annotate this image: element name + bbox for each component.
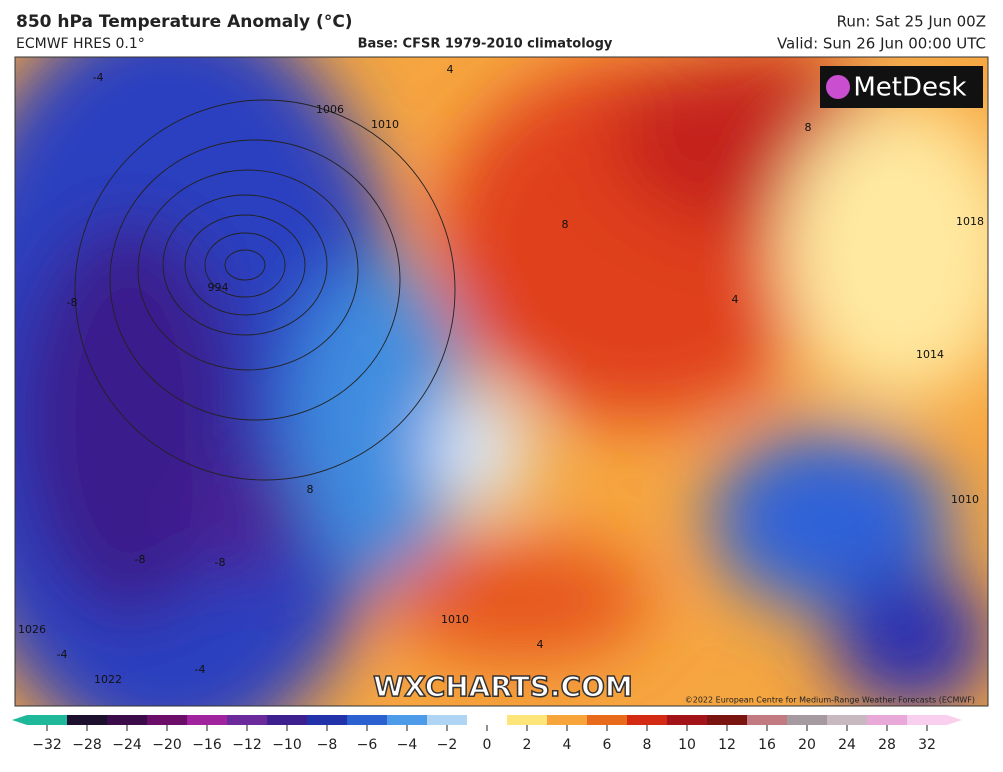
colorbar-label: −24: [112, 737, 142, 753]
base: Base: CFSR 1979-2010 climatology: [358, 37, 613, 52]
colorbar-label: 32: [918, 737, 936, 753]
colorbar-end: [12, 715, 27, 725]
model: ECMWF HRES 0.1°: [16, 36, 145, 52]
colorbar-label: 10: [678, 737, 696, 753]
colorbar-label: 24: [838, 737, 856, 753]
contour-label: 4: [732, 293, 739, 306]
contour-label: 1010: [441, 613, 469, 626]
colorbar-swatch: [187, 715, 228, 725]
colorbar-swatch: [587, 715, 628, 725]
colorbar-swatch: [667, 715, 708, 725]
title: 850 hPa Temperature Anomaly (°C): [16, 12, 353, 32]
contour-label: 1014: [916, 348, 944, 361]
contour-label: -8: [215, 556, 226, 569]
copyright: ©2022 European Centre for Medium-Range W…: [685, 696, 975, 705]
colorbar-swatch: [827, 715, 868, 725]
colorbar-swatch: [507, 715, 548, 725]
contour-label: 8: [805, 121, 812, 134]
colorbar-label: −10: [272, 737, 302, 753]
contour-label: 1010: [371, 118, 399, 131]
contour-label: 1018: [956, 215, 984, 228]
logo-icon: [826, 75, 850, 99]
colorbar-swatch: [467, 715, 508, 725]
colorbar-swatch: [347, 715, 388, 725]
run: Run: Sat 25 Jun 00Z: [837, 13, 986, 31]
contour-label: -4: [195, 663, 206, 676]
colorbar-swatch: [867, 715, 908, 725]
colorbar-swatch: [107, 715, 148, 725]
colorbar-label: −12: [232, 737, 262, 753]
contour-label: -8: [67, 296, 78, 309]
colorbar-swatch: [907, 715, 948, 725]
colorbar-swatch: [427, 715, 468, 725]
colorbar-swatch: [67, 715, 108, 725]
logo: MetDesk: [853, 73, 966, 103]
contour-label: 1010: [951, 493, 979, 506]
contour-label: 4: [537, 638, 544, 651]
contour-label: -8: [135, 553, 146, 566]
colorbar-swatch: [627, 715, 668, 725]
colorbar-label: 2: [523, 737, 532, 753]
colorbar-swatch: [707, 715, 748, 725]
contour-label: -4: [57, 648, 68, 661]
contour-label: 1022: [94, 673, 122, 686]
colorbar-swatch: [227, 715, 268, 725]
colorbar-label: 4: [563, 737, 572, 753]
colorbar-swatch: [267, 715, 308, 725]
colorbar-swatch: [747, 715, 788, 725]
colorbar-label: 8: [643, 737, 652, 753]
valid: Valid: Sun 26 Jun 00:00 UTC: [777, 35, 986, 53]
contour-label: 8: [307, 483, 314, 496]
colorbar-label: 20: [798, 737, 816, 753]
contour-label: 4: [447, 63, 454, 76]
colorbar-end: [947, 715, 962, 725]
colorbar-label: −28: [72, 737, 102, 753]
map-frame: [14, 56, 989, 707]
colorbar-swatch: [27, 715, 68, 725]
colorbar-label: −20: [152, 737, 182, 753]
colorbar-swatch: [787, 715, 828, 725]
colorbar-label: −8: [317, 737, 338, 753]
contour-label: 8: [562, 218, 569, 231]
colorbar-swatch: [147, 715, 188, 725]
colorbar-label: 0: [483, 737, 492, 753]
contour-label: 1006: [316, 103, 344, 116]
contour-label: 994: [208, 281, 229, 294]
colorbar-label: 6: [603, 737, 612, 753]
colorbar-label: −32: [32, 737, 62, 753]
colorbar-label: −16: [192, 737, 222, 753]
watermark: WXCHARTS.COM: [373, 670, 633, 703]
colorbar-label: 28: [878, 737, 896, 753]
colorbar-swatch: [547, 715, 588, 725]
colorbar-swatch: [387, 715, 428, 725]
colorbar-label: −4: [397, 737, 418, 753]
colorbar-swatch: [307, 715, 348, 725]
contour-label: -4: [93, 71, 104, 84]
colorbar-label: 12: [718, 737, 736, 753]
colorbar-label: 16: [758, 737, 776, 753]
colorbar-label: −6: [357, 737, 378, 753]
contour-label: 1026: [18, 623, 46, 636]
colorbar-label: −2: [437, 737, 458, 753]
